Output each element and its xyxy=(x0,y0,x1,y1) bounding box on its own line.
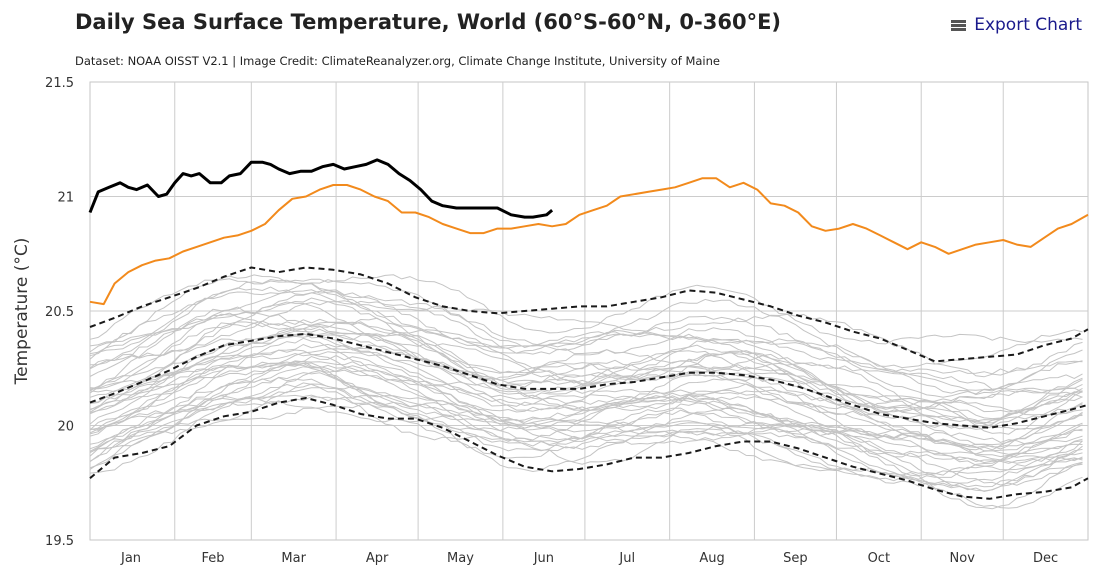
export-chart-button[interactable]: Export Chart xyxy=(951,15,1082,35)
lower-bound-line xyxy=(89,397,1089,500)
chart-subtitle: Dataset: NOAA OISST V2.1 | Image Credit:… xyxy=(75,54,720,68)
x-tick-label: Dec xyxy=(1033,551,1058,566)
current-year-line xyxy=(88,158,554,219)
historical-year-line xyxy=(89,360,1083,492)
grid-lines xyxy=(90,82,1088,540)
historical-year-line xyxy=(89,312,1083,435)
historical-year-line xyxy=(89,323,1083,429)
x-tick-label: Feb xyxy=(202,551,225,566)
historical-year-line xyxy=(89,306,1083,414)
x-tick-label: May xyxy=(447,551,474,566)
y-tick-label: 21 xyxy=(57,191,74,206)
y-tick-label: 20 xyxy=(57,420,74,435)
y-tick-label: 20.5 xyxy=(45,305,74,320)
x-tick-label: Nov xyxy=(950,551,976,566)
x-tick-label: Jun xyxy=(533,551,554,566)
historical-year-line xyxy=(89,289,1083,375)
historical-year-line xyxy=(89,286,1083,398)
historical-year-line xyxy=(89,372,1083,463)
historical-year-line xyxy=(89,301,1083,425)
historical-year-line xyxy=(89,279,1083,369)
y-tick-label: 21.5 xyxy=(45,76,74,91)
x-tick-label: Jan xyxy=(120,551,141,566)
x-axis-ticks: Jan Feb Mar Apr May Jun Jul Aug Sep Oct Nov Dec xyxy=(120,551,1058,566)
historical-lines xyxy=(89,274,1083,510)
historical-year-line xyxy=(89,364,1083,493)
historical-year-line xyxy=(89,377,1083,488)
series-lines xyxy=(88,158,1089,500)
x-tick-label: Oct xyxy=(868,551,890,566)
historical-year-line xyxy=(89,403,1083,509)
previous-year-line xyxy=(89,177,1089,306)
historical-year-line xyxy=(89,349,1083,456)
hamburger-menu-icon xyxy=(951,19,967,31)
historical-year-line xyxy=(89,332,1083,451)
x-tick-label: Mar xyxy=(281,551,306,566)
x-tick-label: Sep xyxy=(783,551,808,566)
export-chart-label: Export Chart xyxy=(974,15,1082,35)
median-line xyxy=(89,332,1089,429)
x-tick-label: Apr xyxy=(366,551,389,566)
historical-year-line xyxy=(89,274,1083,345)
x-tick-label: Jul xyxy=(618,551,635,566)
historical-year-line xyxy=(89,301,1083,430)
chart-title: Daily Sea Surface Temperature, World (60… xyxy=(75,10,782,34)
y-tick-label: 19.5 xyxy=(45,534,74,549)
historical-year-line xyxy=(89,320,1083,416)
historical-year-line xyxy=(89,274,1083,378)
historical-year-line xyxy=(89,382,1083,482)
historical-year-line xyxy=(89,332,1083,423)
upper-bound-line xyxy=(89,266,1089,363)
historical-year-line xyxy=(89,278,1083,392)
historical-year-line xyxy=(89,394,1083,477)
historical-year-line xyxy=(89,354,1083,471)
y-axis-label: Temperature (°C) xyxy=(12,238,32,386)
historical-year-line xyxy=(89,362,1083,476)
y-axis-ticks: 19.5 20 20.5 21 21.5 xyxy=(45,76,74,549)
x-tick-label: Aug xyxy=(699,551,724,566)
